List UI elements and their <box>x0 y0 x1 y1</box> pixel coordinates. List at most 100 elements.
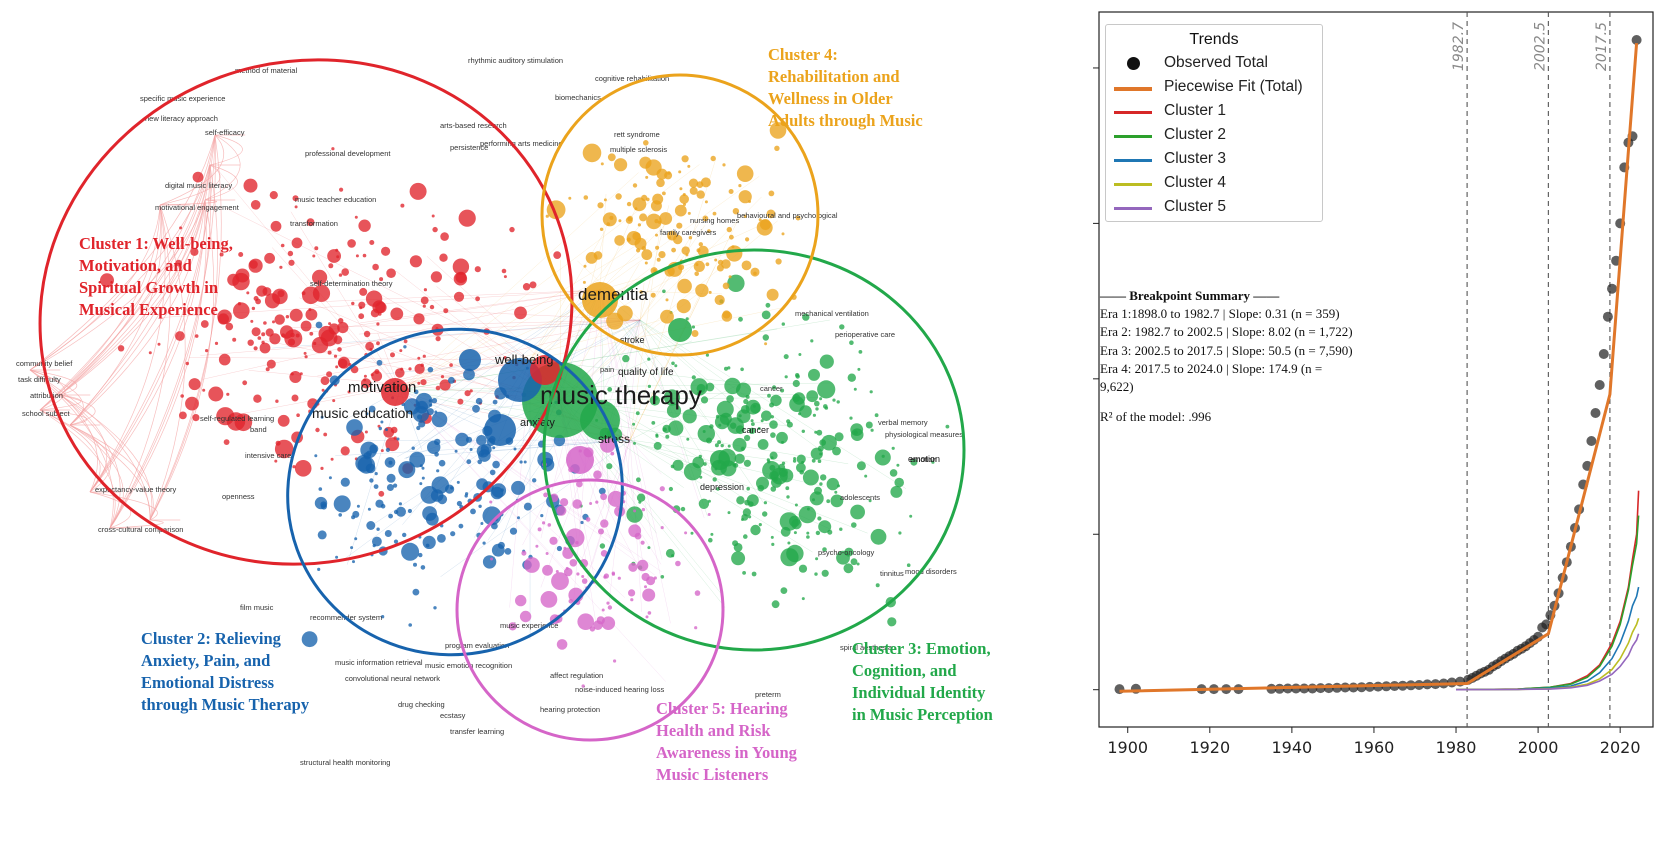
cluster-1-label: Cluster 1: Well-being, Motivation, and S… <box>79 234 233 319</box>
network-node <box>715 414 720 419</box>
network-node <box>606 463 613 470</box>
network-node <box>501 268 507 274</box>
keyword-network-map: method of material rhythmic auditory stim… <box>16 56 966 767</box>
network-hub-node <box>710 450 730 470</box>
network-node <box>688 236 693 240</box>
network-node <box>556 639 568 650</box>
network-node <box>839 324 845 330</box>
network-node <box>428 399 432 403</box>
network-node <box>237 302 242 306</box>
network-node <box>714 258 718 262</box>
network-node <box>626 506 643 523</box>
network-node <box>515 594 527 607</box>
network-term-label: emotion <box>910 455 937 464</box>
network-node <box>262 287 272 296</box>
network-node <box>503 275 507 279</box>
network-node <box>413 562 417 567</box>
network-node <box>350 546 354 550</box>
network-node <box>474 266 481 273</box>
network-node <box>757 484 765 492</box>
network-node <box>563 567 573 577</box>
network-node <box>532 478 537 483</box>
network-node <box>246 291 250 295</box>
network-edge <box>629 439 833 531</box>
network-node <box>891 446 895 450</box>
network-node <box>636 477 641 483</box>
network-node <box>646 213 662 230</box>
network-node <box>432 226 438 233</box>
network-node <box>746 486 750 491</box>
network-node <box>780 526 791 537</box>
network-node <box>832 398 836 402</box>
network-node <box>455 432 469 447</box>
network-node <box>421 466 425 470</box>
network-node <box>589 502 593 505</box>
network-node <box>440 375 445 379</box>
network-node <box>523 460 527 464</box>
network-node <box>727 444 731 448</box>
network-edge <box>399 320 660 391</box>
network-node <box>757 439 769 450</box>
network-node <box>476 444 490 458</box>
network-node <box>678 170 682 174</box>
y-tick-label: 0.5k <box>1085 524 1086 543</box>
network-node <box>314 246 319 251</box>
network-node <box>817 380 836 399</box>
network-node <box>729 234 734 240</box>
network-node <box>906 563 911 567</box>
network-node <box>771 467 788 485</box>
network-term-label: digital music literacy <box>165 181 232 190</box>
network-edge <box>629 292 701 441</box>
legend-swatch-cluster-3 <box>1114 159 1152 162</box>
network-edge <box>629 439 662 475</box>
x-tick-label: 2000 <box>1518 738 1559 757</box>
network-node <box>818 520 832 534</box>
network-node <box>898 531 902 535</box>
network-node <box>332 399 336 403</box>
network-node <box>707 499 711 503</box>
network-node <box>175 259 183 267</box>
network-node <box>736 409 751 424</box>
network-node <box>641 507 646 512</box>
network-node <box>720 443 724 448</box>
x-tick-label: 1940 <box>1272 738 1313 757</box>
network-node <box>653 441 662 450</box>
network-node <box>726 245 743 262</box>
network-node <box>761 310 771 320</box>
network-node <box>581 575 585 578</box>
network-node <box>497 541 505 549</box>
network-term-label: band <box>250 425 267 434</box>
network-node <box>408 623 413 627</box>
network-node <box>781 322 785 326</box>
network-node <box>385 447 390 452</box>
network-node <box>734 453 745 464</box>
network-node <box>780 587 788 594</box>
network-node <box>668 486 674 492</box>
network-node <box>500 488 504 492</box>
network-node <box>798 505 817 524</box>
network-node <box>783 354 789 360</box>
network-node <box>200 320 209 328</box>
network-node <box>600 437 616 453</box>
network-node <box>352 560 355 564</box>
network-node <box>684 531 688 535</box>
network-edge <box>89 491 158 521</box>
network-node <box>743 214 747 218</box>
network-node <box>238 252 244 257</box>
network-edge <box>59 394 96 426</box>
network-node <box>277 290 285 298</box>
network-edge <box>89 199 206 493</box>
network-node <box>798 412 802 416</box>
network-node <box>508 622 517 631</box>
network-hub-node <box>381 378 409 406</box>
network-node <box>599 227 604 231</box>
network-node <box>264 293 281 309</box>
network-node <box>216 407 235 426</box>
network-node <box>378 426 382 431</box>
network-edge <box>421 289 601 408</box>
network-node <box>435 336 441 342</box>
network-node <box>647 357 651 361</box>
network-node <box>811 458 816 463</box>
network-node <box>225 322 234 331</box>
